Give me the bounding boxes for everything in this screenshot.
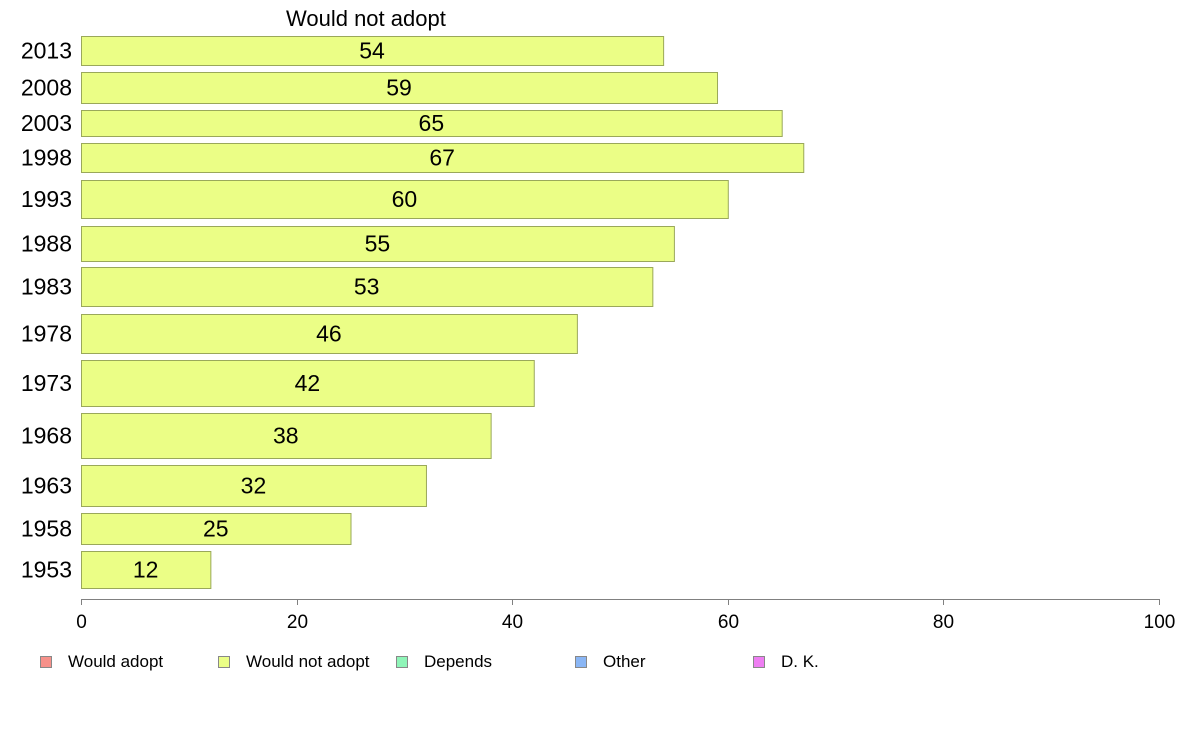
bar-value-label: 25 [203,516,229,542]
bar [81,36,665,66]
x-tick-label: 0 [76,612,87,633]
bar-value-label: 54 [359,38,385,64]
category-label: 1963 [21,473,72,499]
legend-label: Depends [424,652,493,671]
x-tick-label: 20 [287,612,308,633]
legend-swatch [575,656,587,668]
legend-label: D. K. [781,652,819,671]
legend-item-would-not-adopt: Would not adopt [218,652,370,672]
category-label: 1993 [21,186,72,212]
legend-swatch [396,656,408,668]
bar-value-label: 60 [392,186,418,212]
category-label: 1953 [21,557,72,583]
bar-chart: 54 2013 59 2008 65 2003 67 1998 60 1993 55 1988 53 19… [21,36,1176,633]
x-tick-label: 100 [1144,612,1176,633]
legend-label: Would adopt [68,652,164,671]
bar-value-label: 32 [241,473,267,499]
legend-item-other: Other [575,652,646,672]
bar-value-label: 42 [295,370,321,396]
bar-value-label: 67 [429,145,455,171]
category-label: 1958 [21,516,72,542]
bar [81,314,578,354]
x-tick-label: 40 [502,612,523,633]
category-label: 1973 [21,370,72,396]
bar [81,143,805,173]
x-tick-label: 60 [718,612,739,633]
bar-value-label: 38 [273,423,299,449]
legend-label: Would not adopt [246,652,370,671]
legend-label: Other [603,652,646,671]
bar [81,513,352,545]
category-label: 2008 [21,75,72,101]
series-title: Would not adopt [286,6,446,31]
legend-item-depends: Depends [396,652,492,672]
legend-item-would-adopt: Would adopt [40,652,163,672]
bar [81,110,783,137]
bar [81,551,212,589]
bar [81,226,675,262]
bar [81,267,654,307]
bar [81,413,492,459]
legend-swatch [40,656,52,668]
bar-value-label: 65 [419,110,445,136]
category-label: 1998 [21,145,72,171]
bar-value-label: 53 [354,274,380,300]
category-label: 1968 [21,423,72,449]
bar-value-label: 59 [386,75,412,101]
bar [81,180,729,219]
bar-value-label: 55 [365,231,391,257]
legend: Would adopt Would not adopt Depends Othe… [0,652,1188,676]
bar [81,360,535,407]
bar-value-label: 46 [316,321,342,347]
bar [81,72,719,104]
category-label: 2013 [21,38,72,64]
x-tick-label: 80 [933,612,954,633]
category-label: 1978 [21,321,72,347]
legend-swatch [218,656,230,668]
category-label: 1983 [21,274,72,300]
legend-item-dk: D. K. [753,652,819,672]
category-label: 1988 [21,231,72,257]
bar [81,465,427,507]
legend-swatch [753,656,765,668]
bar-value-label: 12 [133,557,159,583]
category-label: 2003 [21,110,72,136]
